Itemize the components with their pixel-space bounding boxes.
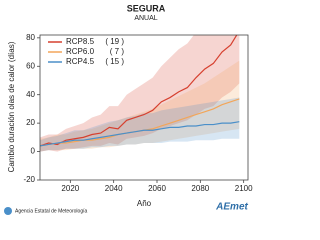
legend-label: RCP6.0 [66,47,95,56]
legend-count: ( 7 ) [110,47,125,56]
plot-area [40,35,240,152]
x-tick-label: 2040 [105,184,123,193]
footer-logo: AEmet [215,202,248,213]
footer-agency: Agencia Estatal de Meteorología [15,208,87,214]
series-line [40,35,238,147]
y-axis-label: Cambio duración olas de calor (días) [7,41,16,172]
legend-count: ( 19 ) [105,37,124,46]
chart: SEGURA ANUAL Año Cambio duración olas de… [4,3,253,215]
uncertainty-band [40,97,240,152]
chart-subtitle: ANUAL [134,15,157,22]
x-tick-label: 2060 [148,184,166,193]
y-tick-label: 60 [26,61,35,70]
y-tick-label: 20 [26,118,35,127]
y-tick-label: 80 [26,33,35,42]
y-tick-label: 40 [26,90,35,99]
legend-label: RCP8.5 [66,37,95,46]
legend-count: ( 15 ) [105,57,124,66]
plot-frame [39,34,249,181]
uncertainty-band [40,35,240,152]
uncertainty-band [40,60,240,152]
series-line [40,121,240,147]
x-tick-label: 2080 [191,184,209,193]
legend-label: RCP4.5 [66,57,95,66]
x-tick-label: 2020 [61,184,79,193]
chart-title: SEGURA [127,3,166,13]
agency-icon [4,207,12,215]
y-tick-label: -20 [23,175,35,184]
y-tick-label: 0 [31,147,36,156]
x-tick-label: 2100 [235,184,253,193]
x-axis-label: Año [137,199,152,208]
